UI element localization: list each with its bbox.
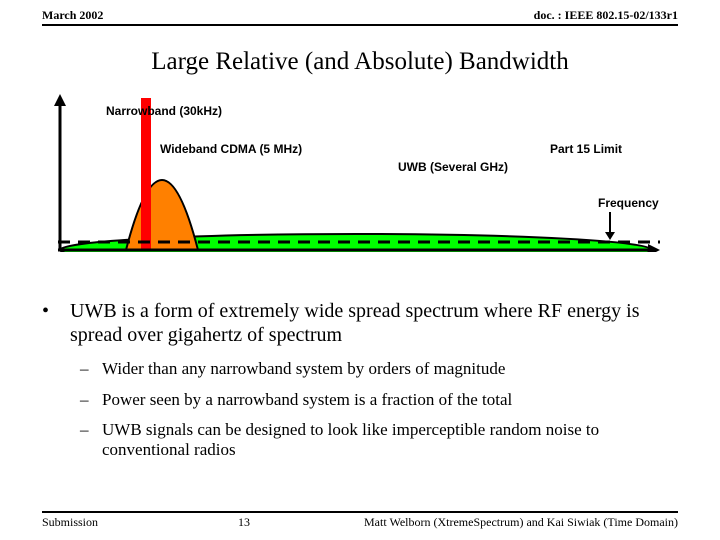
header-doc: doc. : IEEE 802.15-02/133r1	[534, 8, 678, 23]
bullet-list: • UWB is a form of extremely wide spread…	[42, 300, 678, 471]
bullet-dash: –	[80, 390, 102, 410]
bullet-main-text: UWB is a form of extremely wide spread s…	[70, 300, 678, 347]
bullet-sub: –UWB signals can be designed to look lik…	[80, 420, 678, 461]
footer-left: Submission	[42, 515, 98, 530]
header-date: March 2002	[42, 8, 103, 23]
bullet-sub-text: Wider than any narrowband system by orde…	[102, 359, 505, 379]
bullet-sub: –Wider than any narrowband system by ord…	[80, 359, 678, 379]
bullet-dash: –	[80, 420, 102, 461]
label-part15: Part 15 Limit	[550, 142, 622, 156]
label-narrowband: Narrowband (30kHz)	[106, 104, 222, 118]
footer: Submission 13 Matt Welborn (XtremeSpectr…	[42, 511, 678, 530]
footer-page: 13	[238, 515, 250, 530]
bullet-sub-text: UWB signals can be designed to look like…	[102, 420, 678, 461]
label-wideband: Wideband CDMA (5 MHz)	[160, 142, 302, 156]
diagram-svg	[50, 92, 670, 267]
page-title: Large Relative (and Absolute) Bandwidth	[0, 48, 720, 76]
header: March 2002 doc. : IEEE 802.15-02/133r1	[42, 8, 678, 26]
spectrum-diagram: Narrowband (30kHz) Wideband CDMA (5 MHz) U…	[50, 92, 670, 264]
bullet-dot: •	[42, 300, 70, 347]
label-uwb: UWB (Several GHz)	[398, 160, 508, 174]
label-frequency: Frequency	[598, 196, 659, 210]
footer-right: Matt Welborn (XtremeSpectrum) and Kai Si…	[364, 515, 678, 530]
bullet-dash: –	[80, 359, 102, 379]
bullet-sub-text: Power seen by a narrowband system is a f…	[102, 390, 512, 410]
bullet-sub: –Power seen by a narrowband system is a …	[80, 390, 678, 410]
bullet-main: • UWB is a form of extremely wide spread…	[42, 300, 678, 347]
